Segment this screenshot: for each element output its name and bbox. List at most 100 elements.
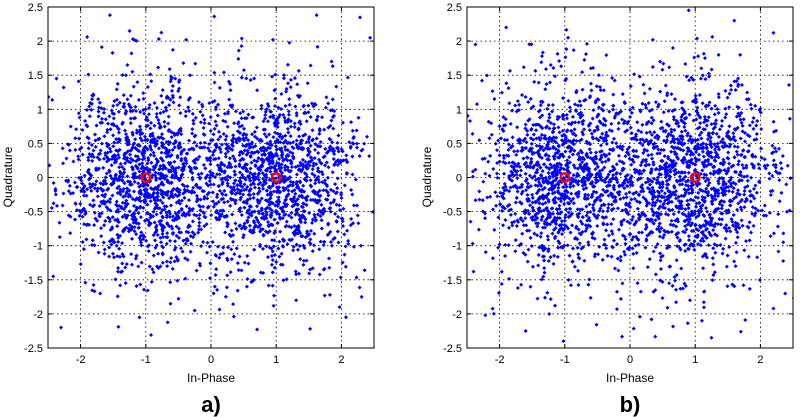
data-point xyxy=(111,133,116,138)
data-point xyxy=(194,183,199,188)
data-point xyxy=(170,47,175,52)
data-point xyxy=(703,218,708,223)
data-point xyxy=(203,166,208,171)
data-point xyxy=(604,246,609,251)
data-point xyxy=(182,184,187,189)
data-point xyxy=(207,141,212,146)
data-point xyxy=(102,251,107,256)
data-point xyxy=(241,109,246,114)
data-point xyxy=(77,147,82,152)
data-point xyxy=(264,134,269,139)
data-point xyxy=(233,201,238,206)
data-point xyxy=(580,221,585,226)
data-point xyxy=(700,229,705,234)
data-point xyxy=(294,172,299,177)
data-point xyxy=(644,130,649,135)
data-point xyxy=(286,109,291,114)
data-point xyxy=(512,219,517,224)
data-point xyxy=(301,183,306,188)
data-point xyxy=(273,228,278,233)
data-point xyxy=(117,246,122,251)
data-point xyxy=(294,298,299,303)
data-point xyxy=(660,67,665,72)
data-point xyxy=(744,97,749,102)
data-point xyxy=(228,189,233,194)
data-point xyxy=(564,112,569,117)
data-point xyxy=(753,206,758,211)
data-point xyxy=(162,124,167,129)
data-point xyxy=(326,193,331,198)
data-point xyxy=(662,99,667,104)
data-point xyxy=(743,155,748,160)
data-point xyxy=(637,171,642,176)
data-point xyxy=(342,183,347,188)
data-point xyxy=(291,248,296,253)
data-point xyxy=(164,213,169,218)
data-point xyxy=(576,252,581,257)
data-point xyxy=(707,100,712,105)
data-point xyxy=(240,123,245,128)
data-point xyxy=(517,102,522,107)
data-point xyxy=(274,260,279,265)
data-point xyxy=(211,291,216,296)
data-point xyxy=(515,149,520,154)
data-point xyxy=(615,190,620,195)
data-point xyxy=(205,146,210,151)
data-point xyxy=(700,236,705,241)
data-point xyxy=(143,166,148,171)
data-point xyxy=(574,138,579,143)
data-point xyxy=(601,102,606,107)
data-point xyxy=(158,198,163,203)
data-point xyxy=(616,111,621,116)
data-point xyxy=(605,222,610,227)
data-point xyxy=(268,109,273,114)
data-point xyxy=(66,189,71,194)
data-point xyxy=(201,204,206,209)
data-point xyxy=(248,186,253,191)
data-point xyxy=(297,167,302,172)
data-point xyxy=(645,148,650,153)
data-point xyxy=(149,187,154,192)
data-point xyxy=(513,169,518,174)
data-point xyxy=(580,70,585,75)
data-point xyxy=(563,212,568,217)
data-point xyxy=(653,272,658,277)
data-point xyxy=(716,144,721,149)
data-point xyxy=(583,192,588,197)
data-point xyxy=(351,221,356,226)
data-point xyxy=(242,260,247,265)
data-point xyxy=(267,202,272,207)
data-point xyxy=(540,50,545,55)
data-point xyxy=(604,130,609,135)
data-point xyxy=(310,167,315,172)
data-point xyxy=(323,178,328,183)
data-point xyxy=(713,197,718,202)
data-point xyxy=(155,190,160,195)
data-point xyxy=(561,185,566,190)
data-point xyxy=(64,156,69,161)
data-point xyxy=(172,133,177,138)
data-point xyxy=(655,144,660,149)
data-point xyxy=(602,165,607,170)
data-point xyxy=(141,205,146,210)
data-point xyxy=(211,132,216,137)
data-point xyxy=(627,156,632,161)
data-point xyxy=(634,250,639,255)
data-point xyxy=(699,146,704,151)
data-point xyxy=(328,209,333,214)
data-point xyxy=(609,202,614,207)
data-point xyxy=(95,186,100,191)
data-point xyxy=(632,154,637,159)
data-point xyxy=(708,171,713,176)
data-point xyxy=(144,238,149,243)
data-point xyxy=(144,117,149,122)
data-point xyxy=(242,182,247,187)
data-point xyxy=(507,189,512,194)
data-point xyxy=(116,266,121,271)
data-point xyxy=(566,98,571,103)
data-point xyxy=(765,163,770,168)
data-point xyxy=(256,209,261,214)
data-point xyxy=(727,225,732,230)
data-point xyxy=(533,177,538,182)
data-point xyxy=(732,259,737,264)
